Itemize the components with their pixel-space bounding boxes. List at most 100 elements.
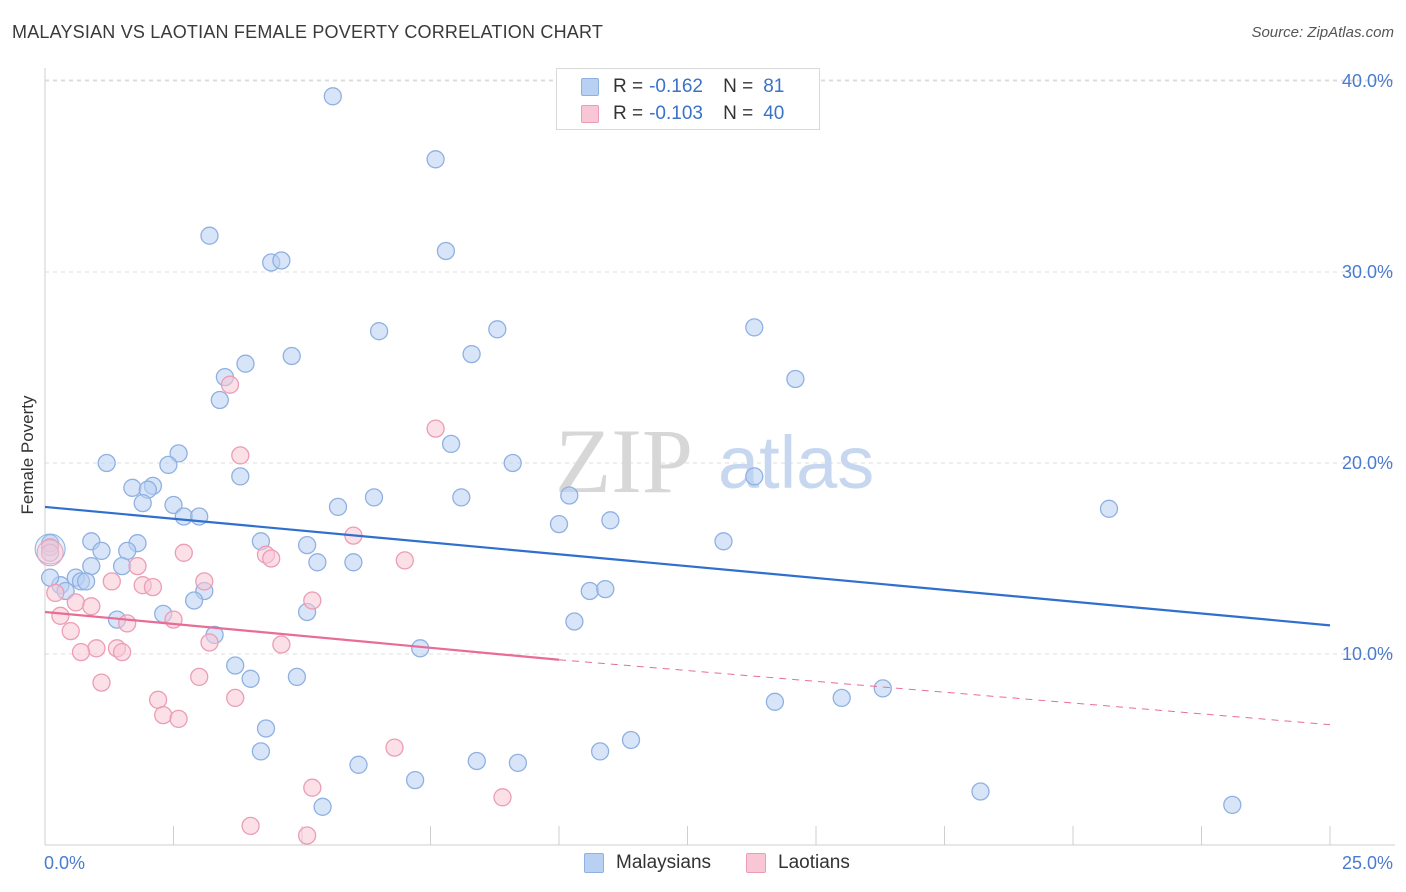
malaysian-point: [308, 553, 327, 572]
malaysian-point: [1099, 499, 1119, 518]
malaysian-point: [272, 251, 291, 270]
laotian-point: [118, 614, 137, 633]
laotian-point: [272, 635, 291, 654]
laotians-swatch: [581, 105, 599, 123]
malaysian-point: [323, 87, 342, 106]
malaysian-point: [133, 493, 152, 513]
malaysian-point: [560, 486, 579, 505]
malaysians-legend-swatch: [584, 853, 604, 873]
malaysian-point: [441, 434, 461, 454]
laotian-point: [174, 543, 193, 562]
laotian-point: [92, 673, 111, 692]
laotian-point: [61, 621, 80, 641]
legend-item-laotians[interactable]: Laotians: [746, 852, 850, 874]
legend-item-malaysians[interactable]: Malaysians: [584, 852, 711, 874]
laotian-point: [200, 633, 219, 652]
malaysian-point: [971, 782, 990, 801]
malaysian-point: [174, 507, 193, 526]
malaysian-point: [256, 719, 276, 738]
malaysian-point: [503, 453, 522, 473]
n-label: N =: [723, 103, 754, 124]
laotian-point: [66, 593, 85, 612]
laotian-point: [303, 591, 322, 610]
malaysian-point: [112, 556, 132, 576]
malaysian-point: [210, 390, 229, 410]
laotian-point: [46, 583, 65, 603]
malaysian-point: [344, 553, 363, 572]
laotian-point: [226, 688, 245, 708]
malaysian-point: [169, 444, 188, 463]
y-tick-label: 10.0%: [1342, 644, 1393, 664]
malaysian-point: [467, 751, 486, 771]
malaysian-point: [97, 453, 116, 473]
malaysian-point: [282, 346, 301, 366]
malaysian-point: [745, 467, 764, 486]
malaysian-point: [34, 533, 66, 565]
malaysian-point: [159, 455, 178, 475]
laotian-point: [36, 539, 64, 567]
malaysian-point: [251, 742, 271, 761]
malaysian-point: [82, 556, 101, 576]
laotian-point: [71, 642, 91, 662]
laotian-point: [148, 690, 168, 709]
x-tick-label: 0.0%: [44, 853, 85, 873]
malaysian-point: [873, 679, 892, 698]
malaysian-point: [426, 150, 445, 169]
laotians-trend-line: [44, 610, 560, 661]
laotian-point: [143, 577, 163, 597]
laotian-point: [128, 556, 147, 576]
laotian-point: [82, 597, 101, 616]
chart-title: MALAYSIAN VS LAOTIAN FEMALE POVERTY CORR…: [12, 22, 604, 42]
malaysian-point: [462, 344, 481, 364]
stats-legend: R = -0.162 N = 81 R = -0.103 N = 40: [556, 68, 820, 130]
laotian-point: [241, 816, 260, 836]
laotian-point: [385, 738, 404, 757]
source-label: Source: ZipAtlas.com: [1251, 24, 1394, 41]
malaysian-point: [297, 535, 317, 555]
r-value: -0.103: [649, 103, 703, 124]
laotian-point: [220, 375, 240, 394]
laotian-point: [87, 639, 106, 658]
r-label: R =: [613, 103, 644, 124]
malaysians-trend-line: [44, 505, 1331, 627]
malaysian-point: [590, 742, 610, 761]
malaysian-point: [405, 770, 425, 790]
malaysian-point: [714, 532, 733, 551]
laotian-point: [262, 549, 281, 568]
laotian-point: [40, 543, 60, 562]
watermark-atlas: atlas: [718, 421, 874, 504]
malaysian-point: [118, 541, 137, 561]
r-value: -0.162: [649, 76, 703, 97]
malaysian-point: [786, 369, 805, 389]
stats-legend-row-laotians: R = -0.103 N = 40: [581, 102, 784, 126]
laotian-point: [51, 606, 70, 625]
malaysian-point: [596, 579, 615, 599]
y-tick-label: 30.0%: [1342, 262, 1393, 282]
n-value: 40: [763, 103, 785, 124]
n-value: 81: [763, 76, 785, 97]
malaysian-point: [1223, 795, 1242, 815]
malaysian-point: [349, 755, 368, 774]
x-tick-label: 25.0%: [1342, 853, 1393, 873]
malaysian-point: [436, 241, 456, 261]
malaysian-point: [364, 488, 384, 507]
malaysian-point: [287, 667, 307, 687]
laotian-point: [395, 551, 414, 570]
malaysian-point: [328, 497, 348, 517]
malaysian-point: [549, 514, 569, 534]
tick-labels: 10.0% 20.0% 30.0% 40.0% 0.0% 25.0%: [44, 71, 1393, 873]
malaysian-point: [369, 322, 389, 341]
malaysian-point: [184, 591, 204, 610]
y-tick-label: 20.0%: [1342, 453, 1393, 473]
laotian-point: [102, 572, 121, 591]
malaysian-point: [200, 226, 219, 245]
laotian-point: [231, 446, 250, 465]
laotian-point: [426, 419, 445, 438]
malaysian-point: [231, 467, 250, 486]
legend-label-malaysians: Malaysians: [616, 852, 712, 873]
laotian-point: [169, 709, 188, 729]
laotian-point: [190, 667, 209, 687]
watermark: ZIP atlas: [555, 410, 874, 512]
malaysian-point: [76, 572, 96, 591]
